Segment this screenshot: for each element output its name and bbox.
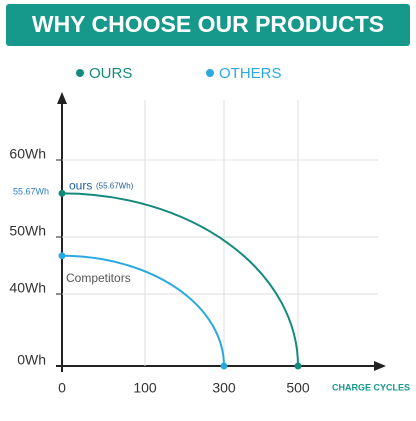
series-line	[61, 254, 225, 367]
x-tick-label: 500	[286, 380, 310, 396]
x-tick-label: 0	[58, 380, 66, 396]
x-axis-label: CHARGE CYCLES	[332, 382, 410, 392]
legend-swatch	[206, 69, 214, 77]
legend-label: OTHERS	[219, 65, 282, 82]
y-axis-arrow	[57, 92, 67, 104]
value-label: 55.67Wh	[13, 187, 49, 197]
data-point	[220, 362, 228, 370]
title-banner	[6, 4, 410, 46]
legend-swatch	[76, 69, 84, 77]
chart-title: WHY CHOOSE OUR PRODUCTS	[32, 11, 384, 37]
legend-label: OURS	[89, 65, 132, 82]
data-point	[58, 252, 66, 260]
annotation: ours	[69, 179, 92, 193]
y-tick-label: 50Wh	[9, 223, 46, 239]
annotation: Competitors	[66, 271, 131, 285]
annotation: (55.67Wh)	[96, 181, 134, 190]
y-tick-label: 0Wh	[17, 352, 46, 368]
y-tick-label: 40Wh	[9, 280, 46, 296]
series-line	[61, 192, 299, 367]
x-tick-label: 100	[133, 380, 157, 396]
y-tick-label: 60Wh	[9, 146, 46, 162]
x-tick-label: 300	[212, 380, 236, 396]
x-axis-arrow	[374, 361, 386, 371]
data-point	[294, 362, 302, 370]
data-point	[58, 189, 66, 197]
